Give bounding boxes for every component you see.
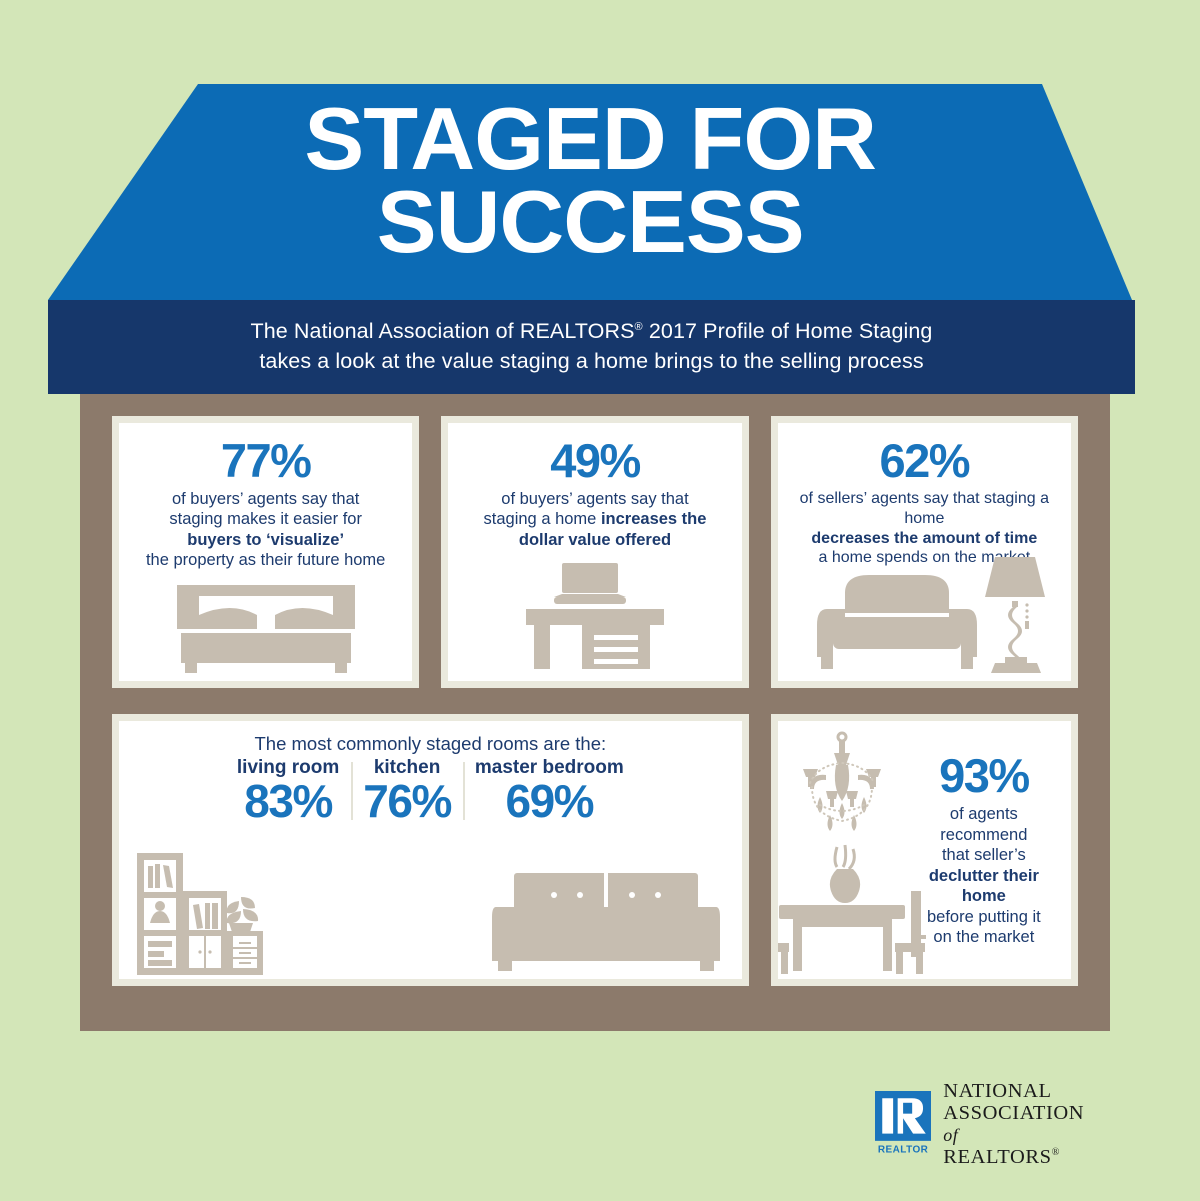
room-living-room: living room 83% [225, 758, 351, 826]
sofa-icon [491, 873, 720, 971]
chandelier-icon [803, 731, 882, 831]
stat-description: of buyers’ agents say that staging makes… [119, 484, 412, 571]
nar-logo-text: NATIONAL ASSOCIATION of REALTORS® [943, 1080, 1090, 1169]
subtitle-line-1: The National Association of REALTORS® 20… [251, 317, 933, 347]
desc-line-1: of sellers’ agents say that staging a ho… [799, 490, 1049, 527]
desc-line-2: staging makes it easier for [169, 510, 362, 529]
room-percent: 76% [363, 774, 452, 827]
stat-card-time-on-market: 62% of sellers’ agents say that staging … [770, 416, 1078, 688]
stat-percent: 77% [220, 434, 312, 487]
desc-line-4: the property as their future home [145, 551, 386, 570]
desc-line-5: on the market [933, 928, 1035, 947]
desc-line-4: before putting it [926, 907, 1041, 926]
desk-icon [448, 561, 741, 673]
title-line-1: STAGED FOR [304, 89, 877, 188]
logo-of: of [943, 1125, 959, 1145]
stat-description: of agents recommend that seller’s declut… [907, 799, 1061, 947]
rooms-row: living room 83% kitchen 76% master bedro… [119, 758, 742, 826]
bookshelf-plant-icon [137, 853, 263, 975]
svg-text:REALTOR: REALTOR [878, 1145, 928, 1156]
desc-line-3-bold: buyers to ‘visualize’ [187, 530, 345, 549]
logo-line-3: REALTORS® [943, 1146, 1090, 1168]
room-label: kitchen [373, 757, 441, 778]
stat-description: of sellers’ agents say that staging a ho… [778, 484, 1071, 568]
desc-line-3-bold: declutter their home [928, 866, 1039, 906]
desc-line-3: a home spends on the market [818, 549, 1031, 567]
desc-line-1: of buyers’ agents say that [171, 490, 360, 508]
registered-mark: ® [1051, 1147, 1060, 1159]
desc-line-2: staging a home [483, 510, 601, 529]
logo-assoc: ASSOCIATION [943, 1101, 1085, 1124]
stat-description: of buyers’ agents say that staging a hom… [448, 484, 741, 550]
armchair-lamp-icon [778, 553, 1071, 673]
subtitle-text-a: The National Association of REALTORS [250, 319, 635, 344]
room-master-bedroom: master bedroom 69% [462, 757, 636, 827]
room-percent: 69% [505, 774, 595, 827]
logo-realtors: REALTORS [943, 1146, 1052, 1169]
subtitle-line-2: takes a look at the value staging a home… [259, 349, 924, 373]
stat-card-dollar-value: 49% of buyers’ agents say that staging a… [441, 416, 749, 688]
subtitle-banner: The National Association of REALTORS® 20… [48, 300, 1135, 394]
stat-percent: 49% [550, 434, 641, 487]
bed-icon [119, 585, 412, 673]
desc-line-2: that seller’s [941, 846, 1026, 865]
desc-line-1: of buyers’ agents say that [501, 490, 689, 508]
logo-line-2: ASSOCIATION of [943, 1102, 1090, 1146]
desc-line-3-bold: dollar value offered [518, 530, 672, 549]
declutter-icons [777, 721, 927, 979]
stat-percent: 93% [939, 749, 1030, 803]
stat-card-declutter: 93% of agents recommend that seller’s de… [770, 714, 1078, 986]
room-percent: 83% [244, 774, 333, 827]
room-kitchen: kitchen 76% [351, 758, 463, 826]
desc-line-1: of agents recommend [940, 805, 1028, 844]
declutter-text: 93% of agents recommend that seller’s de… [907, 752, 1071, 947]
dining-table-icon [777, 844, 927, 974]
rooms-icon-row [119, 853, 742, 975]
stat-percent: 62% [879, 434, 971, 487]
room-label: living room [236, 757, 340, 778]
room-label: master bedroom [474, 757, 624, 778]
nar-logo: REALTOR NATIONAL ASSOCIATION of REALTORS… [875, 1080, 1090, 1168]
logo-line-1: NATIONAL [943, 1079, 1052, 1102]
registered-mark: ® [634, 321, 643, 334]
title-line-2: SUCCESS [376, 171, 805, 271]
stats-grid: 77% of buyers’ agents say that staging m… [112, 416, 1078, 994]
rooms-heading: The most commonly staged rooms are the: [254, 733, 607, 754]
page-title: STAGED FOR SUCCESS [304, 95, 877, 271]
roof-shape: STAGED FOR SUCCESS [48, 84, 1132, 300]
subtitle-text-b: 2017 Profile of Home Staging [642, 319, 933, 344]
desc-line-2-bold: increases the [600, 510, 707, 529]
realtor-r-icon: REALTOR [875, 1091, 932, 1156]
stat-card-buyers-visualize: 77% of buyers’ agents say that staging m… [112, 416, 420, 688]
desc-line-2-bold: decreases the amount of time [811, 529, 1038, 547]
stat-card-most-staged-rooms: The most commonly staged rooms are the: … [112, 714, 749, 986]
